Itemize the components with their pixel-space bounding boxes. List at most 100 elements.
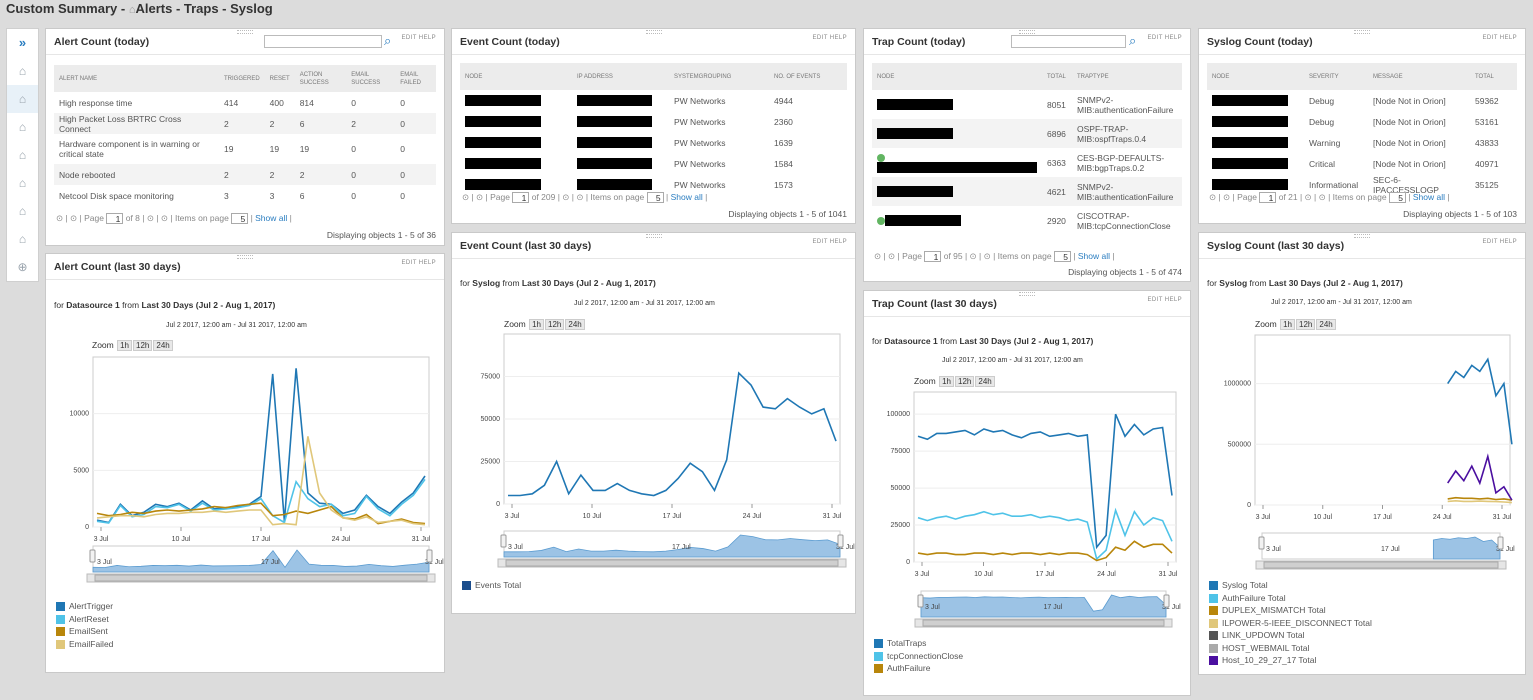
zoom-12h-button[interactable]: 12h xyxy=(133,340,153,351)
cell[interactable]: High Packet Loss BRTRC Cross Connect xyxy=(54,113,219,134)
show-all-link[interactable]: Show all xyxy=(255,213,288,223)
table-row[interactable]: PW Networks 1573 xyxy=(460,174,847,195)
legend-item[interactable]: HOST_WEBMAIL Total xyxy=(1209,642,1372,655)
table-row[interactable]: Netcool Disk space monitoring 3 3 6 0 0 xyxy=(54,185,436,206)
table-row[interactable]: 2920 CISCOTRAP-MIB:tcpConnectionClose xyxy=(872,206,1182,235)
show-all-link[interactable]: Show all xyxy=(670,192,703,202)
sidebar-home-icon[interactable]: ⌂ xyxy=(18,64,27,78)
page-input[interactable]: 1 xyxy=(106,213,124,225)
table-row[interactable]: Debug [Node Not in Orion] 53161 xyxy=(1207,111,1517,132)
drag-handle[interactable] xyxy=(237,255,253,259)
zoom-1h-button[interactable]: 1h xyxy=(939,376,955,387)
search-icon[interactable]: ⌕ xyxy=(384,33,392,48)
table-row[interactable]: Debug [Node Not in Orion] 59362 xyxy=(1207,90,1517,111)
zoom-1h-button[interactable]: 1h xyxy=(529,319,545,330)
breadcrumb[interactable]: Alerts - Traps - Syslog xyxy=(135,1,273,16)
zoom-12h-button[interactable]: 12h xyxy=(1296,319,1316,330)
legend-item[interactable]: DUPLEX_MISMATCH Total xyxy=(1209,604,1372,617)
edit-help-links[interactable]: EDIT HELP xyxy=(812,239,847,245)
table-row[interactable]: 8051 SNMPv2-MIB:authenticationFailure xyxy=(872,90,1182,119)
legend-item[interactable]: LINK_UPDOWN Total xyxy=(1209,629,1372,642)
legend-item[interactable]: AuthFailure xyxy=(874,662,963,675)
table-row[interactable]: High response time 414 400 814 0 0 xyxy=(54,92,436,113)
page-input[interactable]: 1 xyxy=(512,192,530,204)
sidebar-home-icon[interactable]: ⌂ xyxy=(18,120,27,134)
drag-handle[interactable] xyxy=(1019,292,1035,296)
drag-handle[interactable] xyxy=(1354,234,1370,238)
table-row[interactable]: Critical [Node Not in Orion] 40971 xyxy=(1207,153,1517,174)
edit-help-links[interactable]: EDIT HELP xyxy=(401,260,436,266)
chart[interactable]: 0 25000 50000 75000 3 Jul 10 Jul 17 Jul 24 Jul 3… xyxy=(452,233,857,573)
page-input[interactable]: 1 xyxy=(1259,192,1277,204)
legend-item[interactable]: AlertReset xyxy=(56,613,113,626)
table-row[interactable]: Informational SEC-6-IPACCESSLOGP 35125 xyxy=(1207,174,1517,195)
legend-item[interactable]: Syslog Total xyxy=(1209,579,1372,592)
chart[interactable]: 0 5000 10000 3 Jul 10 Jul 17 Jul 24 Jul 31 Jul 3… xyxy=(46,254,446,594)
search-icon[interactable]: ⌕ xyxy=(1129,33,1137,48)
sidebar-add-icon[interactable]: ⊕ xyxy=(17,260,28,274)
sidebar-home-icon[interactable]: ⌂ xyxy=(18,148,27,162)
sidebar-home-icon[interactable]: ⌂ xyxy=(18,176,27,190)
table-row[interactable]: 6896 OSPF-TRAP-MIB:ospfTraps.0.4 xyxy=(872,119,1182,148)
table-row[interactable]: PW Networks 1584 xyxy=(460,153,847,174)
chart[interactable]: 0 500000 1000000 3 Jul 10 Jul 17 Jul 24 Jul 31 … xyxy=(1199,233,1527,573)
legend-item[interactable]: AlertTrigger xyxy=(56,600,113,613)
legend-item[interactable]: TotalTraps xyxy=(874,637,963,650)
zoom-24h-button[interactable]: 24h xyxy=(975,376,995,387)
items-per-page-input[interactable]: 5 xyxy=(1053,251,1071,263)
drag-handle[interactable] xyxy=(1019,30,1035,34)
zoom-24h-button[interactable]: 24h xyxy=(153,340,173,351)
table-row[interactable]: High Packet Loss BRTRC Cross Connect 2 2 6 2… xyxy=(54,113,436,134)
sidebar-home-icon[interactable]: ⌂ xyxy=(18,204,27,218)
table-row[interactable]: 6363 CES-BGP-DEFAULTS-MIB:bgpTraps.0.2 xyxy=(872,148,1182,177)
items-per-page-input[interactable]: 5 xyxy=(646,192,664,204)
table-row[interactable]: PW Networks 4944 xyxy=(460,90,847,111)
cell[interactable]: High response time xyxy=(59,97,133,108)
legend-item[interactable]: EmailFailed xyxy=(56,638,113,651)
page-input[interactable]: 1 xyxy=(924,251,942,263)
zoom-24h-button[interactable]: 24h xyxy=(1316,319,1336,330)
zoom-1h-button[interactable]: 1h xyxy=(1280,319,1296,330)
legend-item[interactable]: Events Total xyxy=(462,579,521,592)
legend-item[interactable]: AuthFailure Total xyxy=(1209,592,1372,605)
edit-help-links[interactable]: EDIT HELP xyxy=(1147,35,1182,41)
sidebar-home-icon[interactable]: ⌂ xyxy=(18,232,27,246)
zoom-1h-button[interactable]: 1h xyxy=(117,340,133,351)
search-input[interactable] xyxy=(1011,35,1126,48)
show-all-link[interactable]: Show all xyxy=(1412,192,1445,202)
y-tick-label: 1000000 xyxy=(1224,381,1251,388)
table-row[interactable]: 4621 SNMPv2-MIB:authenticationFailure xyxy=(872,177,1182,206)
table-row[interactable]: PW Networks 2360 xyxy=(460,111,847,132)
expand-sidebar-icon[interactable]: » xyxy=(18,35,27,50)
legend-item[interactable]: EmailSent xyxy=(56,625,113,638)
drag-handle[interactable] xyxy=(645,30,662,34)
legend-item[interactable]: Host_10_29_27_17 Total xyxy=(1209,654,1372,667)
edit-help-links[interactable]: EDIT HELP xyxy=(1482,35,1517,41)
zoom-24h-button[interactable]: 24h xyxy=(565,319,585,330)
drag-handle[interactable] xyxy=(1354,30,1370,34)
drag-handle[interactable] xyxy=(237,30,253,34)
cell[interactable]: Node rebooted xyxy=(54,164,219,185)
edit-help-links[interactable]: EDIT HELP xyxy=(812,35,847,41)
items-per-page-input[interactable]: 5 xyxy=(231,213,249,225)
chart[interactable]: 0 25000 50000 75000 100000 3 Jul 10 Jul 17 Jul 2… xyxy=(864,291,1192,631)
table-row[interactable]: Hardware component is in warning or crit… xyxy=(54,134,436,164)
zoom-12h-button[interactable]: 12h xyxy=(955,376,975,387)
edit-help-links[interactable]: EDIT HELP xyxy=(1147,297,1182,303)
legend-item[interactable]: ILPOWER-5-IEEE_DISCONNECT Total xyxy=(1209,617,1372,630)
sidebar-home-icon[interactable]: ⌂ xyxy=(7,85,38,113)
legend-swatch xyxy=(1209,593,1218,603)
cell[interactable]: Netcool Disk space monitoring xyxy=(59,190,174,201)
show-all-link[interactable]: Show all xyxy=(1077,251,1110,261)
table-row[interactable]: Warning [Node Not in Orion] 43833 xyxy=(1207,132,1517,153)
zoom-12h-button[interactable]: 12h xyxy=(545,319,565,330)
drag-handle[interactable] xyxy=(645,234,662,238)
cell[interactable]: Hardware component is in warning or crit… xyxy=(59,139,200,159)
table-row[interactable]: Node rebooted 2 2 2 0 0 xyxy=(54,164,436,185)
search-input[interactable] xyxy=(264,35,382,48)
edit-help-links[interactable]: EDIT HELP xyxy=(401,35,436,41)
edit-help-links[interactable]: EDIT HELP xyxy=(1482,239,1517,245)
table-row[interactable]: PW Networks 1639 xyxy=(460,132,847,153)
items-per-page-input[interactable]: 5 xyxy=(1388,192,1406,204)
legend-item[interactable]: tcpConnectionClose xyxy=(874,650,963,663)
